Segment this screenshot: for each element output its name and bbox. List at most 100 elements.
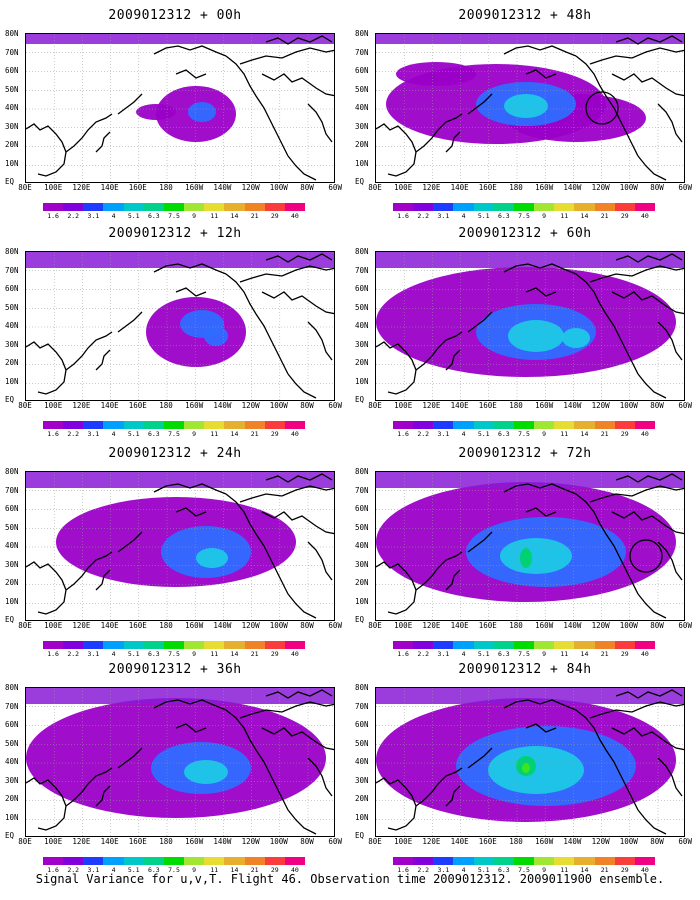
colorbar-swatch (143, 641, 164, 649)
lon-label: 80E (368, 837, 382, 846)
coastline (153, 699, 227, 711)
lon-label: 140E (100, 183, 119, 192)
lat-label: 60N (355, 504, 369, 513)
colorbar-swatch (103, 857, 124, 865)
lon-label: 60W (678, 183, 692, 192)
lat-label: 60N (355, 66, 369, 75)
coastline (376, 561, 417, 615)
lon-label: 120W (591, 401, 610, 410)
coastline (117, 311, 143, 333)
colorbar-swatch (163, 641, 185, 649)
map-frame (25, 33, 335, 183)
lon-label: 180 (159, 183, 173, 192)
coastline (467, 531, 493, 553)
colorbar-swatch (594, 857, 615, 865)
arctic-band (376, 688, 684, 704)
lon-label: 160W (185, 837, 204, 846)
colorbar (43, 203, 306, 211)
colorbar-label: 29 (620, 212, 629, 220)
colorbar-swatch (554, 857, 575, 865)
lon-label: 120W (591, 183, 610, 192)
coastline (503, 699, 577, 711)
colorbar-label: 3.1 (87, 212, 100, 220)
lon-label: 100W (269, 183, 288, 192)
colorbar-label: 7.5 (518, 650, 530, 658)
lat-label: 80N (5, 467, 19, 476)
colorbar-label: 21 (600, 212, 609, 220)
lat-label: 70N (355, 485, 369, 495)
coastline (611, 727, 684, 751)
lon-label: 120W (591, 837, 610, 846)
coastline (225, 709, 289, 811)
coastline (261, 291, 334, 315)
lon-label: 60W (678, 621, 692, 630)
coastline (376, 123, 417, 177)
map-frame (25, 687, 335, 837)
lon-label: 60W (678, 837, 692, 846)
colorbar-label: 4 (461, 430, 466, 438)
coastline (657, 541, 683, 581)
lon-label: 160E (128, 183, 147, 192)
colorbar-label: 1.6 (397, 650, 409, 658)
coastline (615, 253, 683, 263)
arctic-band (376, 472, 684, 488)
colorbar-swatch (594, 203, 615, 211)
map-frame (25, 251, 335, 401)
lon-label: 100W (619, 837, 638, 846)
colorbar-label: 1.6 (397, 212, 409, 220)
lat-label: 80N (355, 683, 369, 692)
colorbar-swatch (63, 203, 84, 211)
lon-label: 120E (72, 183, 91, 192)
lon-label: 140W (563, 183, 582, 192)
panel-title: 2009012312 + 48h (458, 8, 592, 23)
colorbar-swatch (264, 857, 285, 865)
lon-label: 120E (72, 401, 91, 410)
coastline (26, 123, 67, 177)
lon-label: 180 (509, 401, 523, 410)
colorbar-labels: 1.6 2.2 3.1 4 5.1 6.3 7.5 9 11 14 21 29 40 (393, 212, 655, 221)
colorbar-label: 5.1 (477, 650, 490, 658)
lat-label: EQ (355, 395, 365, 404)
lat-label: 40N (355, 321, 369, 330)
coastline (525, 507, 557, 517)
coastline (153, 263, 227, 275)
colorbar-label: 7.5 (168, 866, 180, 874)
colorbar-swatch (123, 203, 144, 211)
colorbar-label: 21 (250, 650, 259, 658)
colorbar-label: 5.1 (127, 430, 140, 438)
lon-label: 160W (185, 401, 204, 410)
map-frame (25, 471, 335, 621)
colorbar-label: 5.1 (127, 866, 140, 874)
colorbar-label: 6.3 (497, 866, 510, 874)
coastline (525, 287, 557, 297)
colorbar-label: 11 (210, 866, 219, 874)
colorbar-swatch (574, 857, 595, 865)
colorbar-label: 3.1 (87, 650, 100, 658)
colorbar-label: 2.2 (417, 212, 430, 220)
colorbar-swatch (453, 421, 474, 429)
colorbar-swatch (83, 641, 104, 649)
lon-label: 120W (591, 621, 610, 630)
colorbar-label: 9 (192, 430, 197, 438)
colorbar-swatch (224, 203, 245, 211)
colorbar-swatch (264, 421, 285, 429)
colorbar-label: 14 (580, 212, 589, 220)
colorbar-label: 5.1 (477, 430, 490, 438)
colorbar-label: 3.1 (437, 430, 450, 438)
colorbar-swatch (634, 421, 656, 429)
colorbar-swatch (284, 857, 306, 865)
colorbar-swatch (594, 641, 615, 649)
variance-region (184, 760, 228, 784)
colorbar (393, 421, 656, 429)
observation-circle (585, 91, 619, 125)
lon-label: 80E (18, 621, 32, 630)
lon-label: 140W (563, 621, 582, 630)
lon-label: 160W (535, 183, 554, 192)
lon-label: 100W (269, 621, 288, 630)
lon-label: 140E (450, 401, 469, 410)
colorbar-swatch (534, 421, 555, 429)
lon-label: 100E (44, 183, 63, 192)
colorbar-label: 9 (542, 430, 547, 438)
lat-label: 30N (355, 775, 369, 785)
map-panel: 2009012312 + 84h 80N 70N 60N 50N 40N 30N 20N 10N… (355, 662, 695, 877)
